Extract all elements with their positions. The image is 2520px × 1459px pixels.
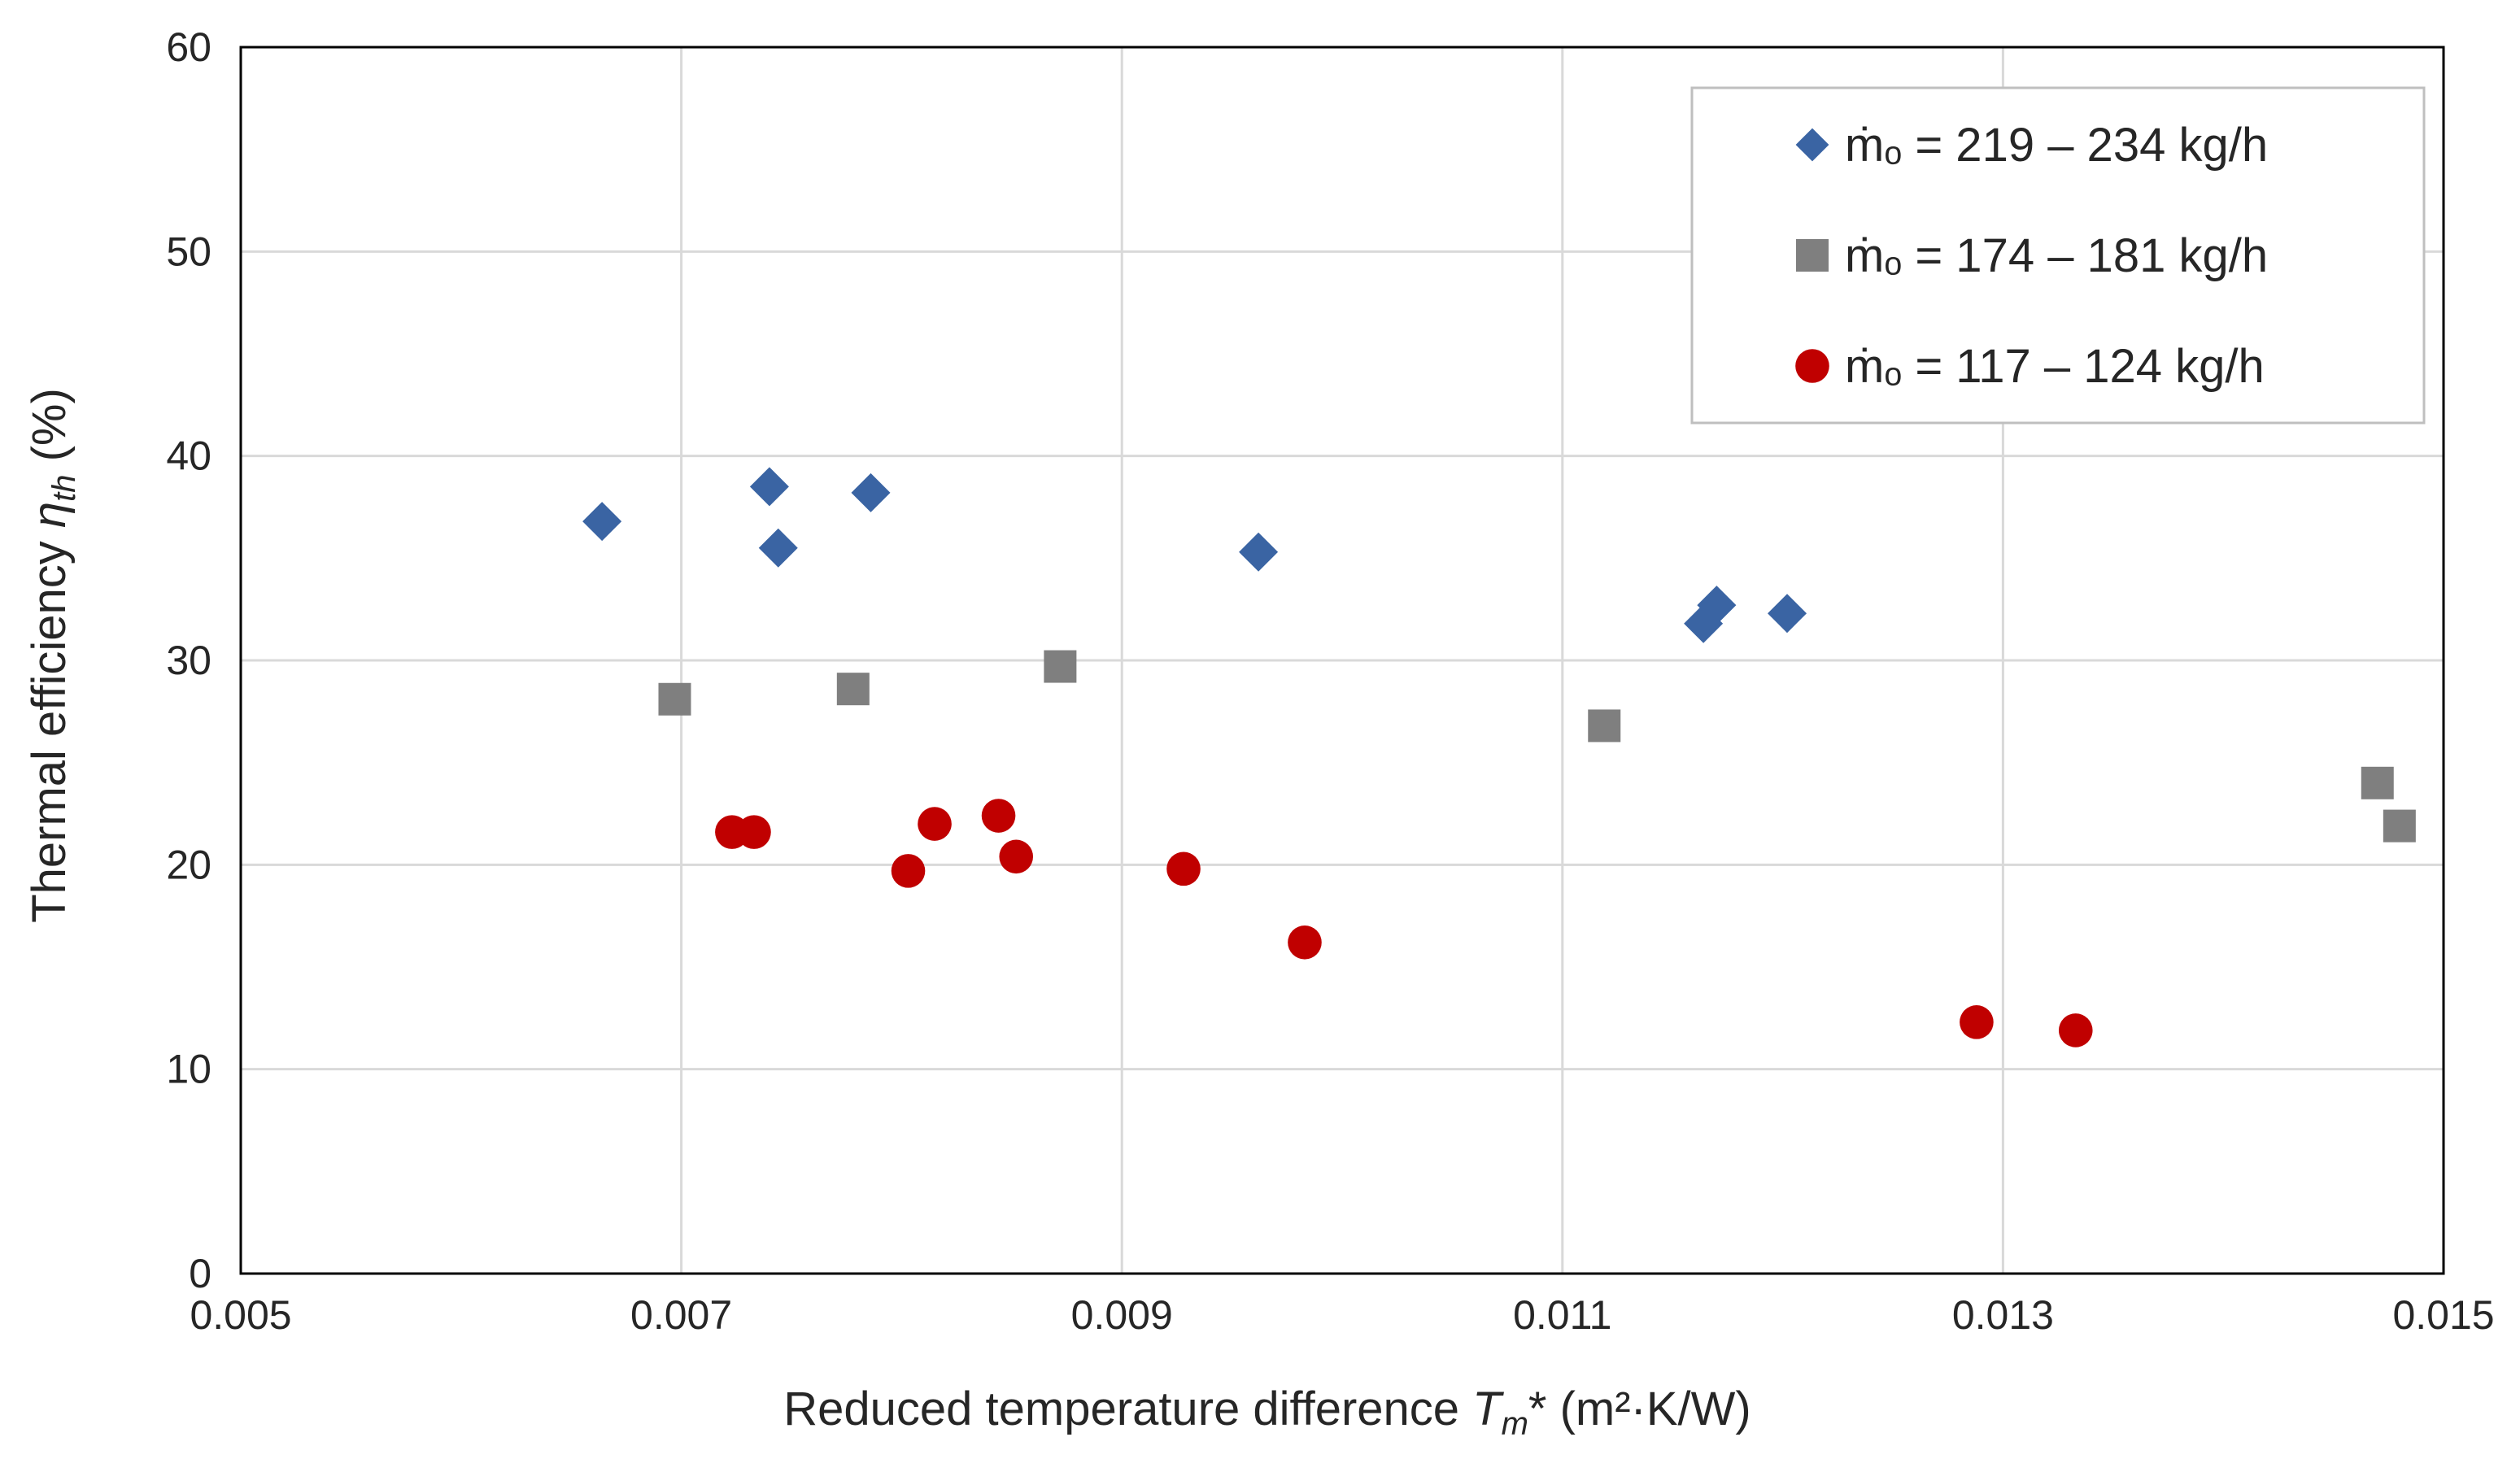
square-marker xyxy=(1044,650,1077,683)
y-tick-label: 30 xyxy=(166,638,211,683)
diamond-marker xyxy=(851,473,891,512)
y-axis-ticks: 0 10 20 30 40 50 60 xyxy=(166,24,211,1296)
x-tick-label: 0.005 xyxy=(190,1292,291,1338)
square-marker xyxy=(1588,709,1621,743)
y-tick-label: 50 xyxy=(166,229,211,274)
plot-area-border xyxy=(239,46,2445,1275)
circle-marker xyxy=(1288,925,1322,960)
legend-diamond-marker xyxy=(1795,128,1829,162)
diamond-marker xyxy=(582,502,622,542)
y-tick-label: 20 xyxy=(166,842,211,887)
legend-circle-marker xyxy=(1795,349,1829,383)
circle-marker xyxy=(1960,1005,1994,1039)
square-marker xyxy=(2383,809,2416,843)
x-tick-label: 0.009 xyxy=(1071,1292,1173,1338)
data-points xyxy=(582,467,2416,1047)
y-tick-label: 10 xyxy=(166,1047,211,1092)
x-tick-label: 0.015 xyxy=(2392,1292,2494,1338)
diamond-marker xyxy=(758,528,798,568)
diamond-marker xyxy=(1697,586,1737,625)
diamond-marker xyxy=(1239,532,1279,572)
legend: ṁₒ = 219 – 234 kg/h ṁₒ = 174 – 181 kg/h ṁₒ… xyxy=(1690,86,2426,425)
legend-label: ṁₒ = 174 – 181 kg/h xyxy=(1845,229,2268,282)
diamond-marker xyxy=(749,467,789,507)
circle-marker xyxy=(737,815,771,849)
x-tick-label: 0.011 xyxy=(1513,1292,1611,1338)
square-marker xyxy=(2361,766,2394,799)
circle-marker xyxy=(2058,1013,2093,1047)
x-axis-ticks: 0.005 0.007 0.009 0.011 0.013 0.015 xyxy=(190,1292,2494,1338)
legend-square-marker xyxy=(1796,239,1829,272)
y-tick-label: 0 xyxy=(189,1251,211,1296)
circle-marker xyxy=(1166,851,1201,886)
square-marker xyxy=(658,682,691,716)
diamond-marker xyxy=(1768,594,1807,634)
x-tick-label: 0.013 xyxy=(1952,1292,2054,1338)
circle-marker xyxy=(981,799,1016,833)
legend-label: ṁₒ = 117 – 124 kg/h xyxy=(1845,340,2265,393)
circle-marker xyxy=(891,854,926,888)
circle-marker xyxy=(918,807,952,841)
y-axis-title: Thermal efficiency ηth (%) xyxy=(23,388,82,923)
y-tick-label: 40 xyxy=(166,433,211,479)
x-axis-title: Reduced temperature difference Tm* (m²·K… xyxy=(783,1383,1750,1442)
legend-label: ṁₒ = 219 – 234 kg/h xyxy=(1845,119,2268,172)
y-tick-label: 60 xyxy=(166,24,211,70)
square-marker xyxy=(836,673,870,706)
x-tick-label: 0.007 xyxy=(630,1292,732,1338)
circle-marker xyxy=(999,839,1034,874)
